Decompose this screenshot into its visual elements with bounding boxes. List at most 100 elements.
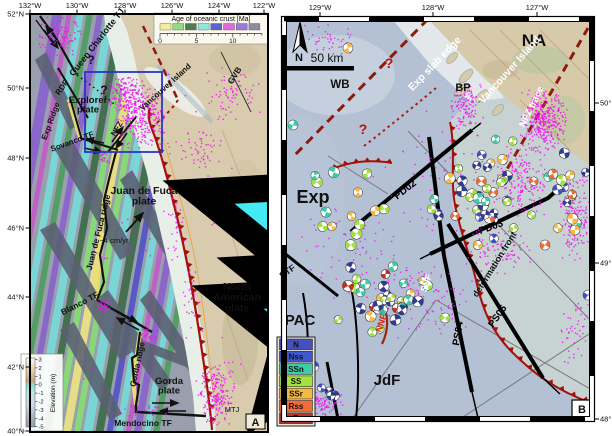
seismicity-dot — [156, 123, 158, 126]
seismicity-dot — [517, 183, 520, 186]
seismicity-dot — [320, 283, 323, 286]
seismicity-dot — [197, 159, 199, 161]
seismicity-dot — [105, 300, 108, 303]
seismicity-dot — [121, 125, 123, 128]
seismicity-dot — [216, 404, 218, 406]
seismicity-dot — [522, 144, 525, 147]
seismicity-dot — [112, 92, 115, 94]
seismicity-dot — [420, 323, 422, 325]
seismicity-dot — [539, 123, 541, 125]
seismicity-dot — [506, 194, 509, 197]
seismicity-dot — [440, 309, 443, 311]
seismicity-dot — [538, 118, 541, 121]
seismicity-dot — [434, 320, 437, 323]
seismicity-dot — [239, 85, 242, 87]
seismicity-dot — [108, 75, 110, 78]
seismicity-dot — [539, 186, 541, 189]
seismicity-dot — [583, 181, 586, 183]
seismicity-dot — [409, 280, 411, 282]
seismicity-dot — [531, 110, 533, 113]
seismicity-dot — [221, 401, 223, 403]
seismicity-dot — [131, 117, 134, 119]
seismicity-dot — [537, 111, 540, 114]
seismicity-dot — [517, 172, 520, 174]
seismicity-dot — [488, 249, 490, 251]
seismicity-dot — [515, 261, 517, 264]
seismicity-dot — [148, 105, 150, 108]
seismicity-dot — [565, 120, 567, 122]
seismicity-dot — [105, 154, 108, 156]
seismicity-dot — [517, 215, 520, 217]
seismicity-dot — [160, 157, 162, 159]
seismicity-dot — [420, 270, 423, 273]
seismicity-dot — [211, 419, 214, 421]
seismicity-dot — [315, 43, 317, 45]
seismicity-dot — [504, 233, 506, 235]
seismicity-dot — [434, 167, 437, 169]
seismicity-dot — [548, 113, 551, 115]
seismicity-dot — [142, 328, 144, 331]
seismicity-dot — [124, 82, 127, 84]
seismicity-dot — [198, 301, 201, 303]
seismicity-dot — [459, 84, 461, 87]
seismicity-dot — [172, 203, 174, 205]
seismicity-dot — [538, 126, 540, 129]
seismicity-dot — [213, 420, 215, 422]
seismicity-dot — [100, 159, 103, 161]
age-tick-label: 0 — [158, 38, 162, 45]
seismicity-dot — [541, 189, 544, 192]
seismicity-dot — [147, 131, 149, 134]
seismicity-dot — [227, 401, 229, 403]
seismicity-dot — [464, 109, 466, 111]
seismicity-dot — [497, 166, 499, 168]
seismicity-dot — [114, 98, 116, 101]
seismicity-dot — [555, 94, 557, 97]
seismicity-dot — [512, 250, 514, 252]
seismicity-dot — [572, 207, 574, 210]
seismicity-dot — [465, 326, 467, 328]
seismicity-dot — [531, 132, 533, 134]
seismicity-dot — [120, 134, 122, 136]
seismicity-dot — [454, 320, 456, 323]
axis-tick-label: 50°N — [7, 84, 24, 93]
seismicity-dot — [154, 129, 156, 132]
seismicity-dot — [418, 326, 420, 328]
seismicity-dot — [493, 201, 495, 203]
seismicity-dot — [585, 233, 588, 235]
seismicity-dot — [324, 406, 326, 409]
seismicity-dot — [459, 110, 461, 112]
seismicity-dot — [521, 116, 524, 118]
seismicity-dot — [539, 131, 542, 134]
seismicity-dot — [542, 111, 545, 113]
seismicity-dot — [140, 131, 143, 134]
seismicity-dot — [412, 173, 415, 175]
seismicity-dot — [506, 145, 508, 148]
seismicity-dot — [118, 109, 121, 111]
seismicity-dot — [475, 231, 478, 233]
seismicity-dot — [459, 94, 461, 97]
seismicity-dot — [211, 399, 214, 401]
seismicity-dot — [574, 244, 577, 246]
seismicity-dot — [143, 114, 145, 116]
seismicity-dot — [60, 33, 63, 35]
seismicity-dot — [116, 109, 118, 112]
seismicity-dot — [409, 275, 411, 277]
seismicity-dot — [133, 85, 135, 87]
seismicity-dot — [538, 145, 541, 148]
seismicity-dot — [105, 305, 107, 307]
seismicity-dot — [561, 201, 564, 203]
seismicity-dot — [534, 93, 537, 95]
seismicity-dot — [154, 88, 156, 91]
seismicity-dot — [530, 122, 533, 124]
seismicity-dot — [197, 151, 200, 153]
seismicity-dot — [215, 407, 218, 409]
seismicity-dot — [106, 159, 109, 162]
seismicity-dot — [149, 139, 152, 141]
seismicity-dot — [511, 169, 514, 172]
seismicity-dot — [236, 89, 238, 92]
seismicity-dot — [536, 103, 538, 106]
seismicity-dot — [217, 396, 220, 398]
seismicity-dot — [510, 192, 512, 194]
seismicity-dot — [230, 402, 233, 404]
seismicity-dot — [61, 27, 63, 29]
